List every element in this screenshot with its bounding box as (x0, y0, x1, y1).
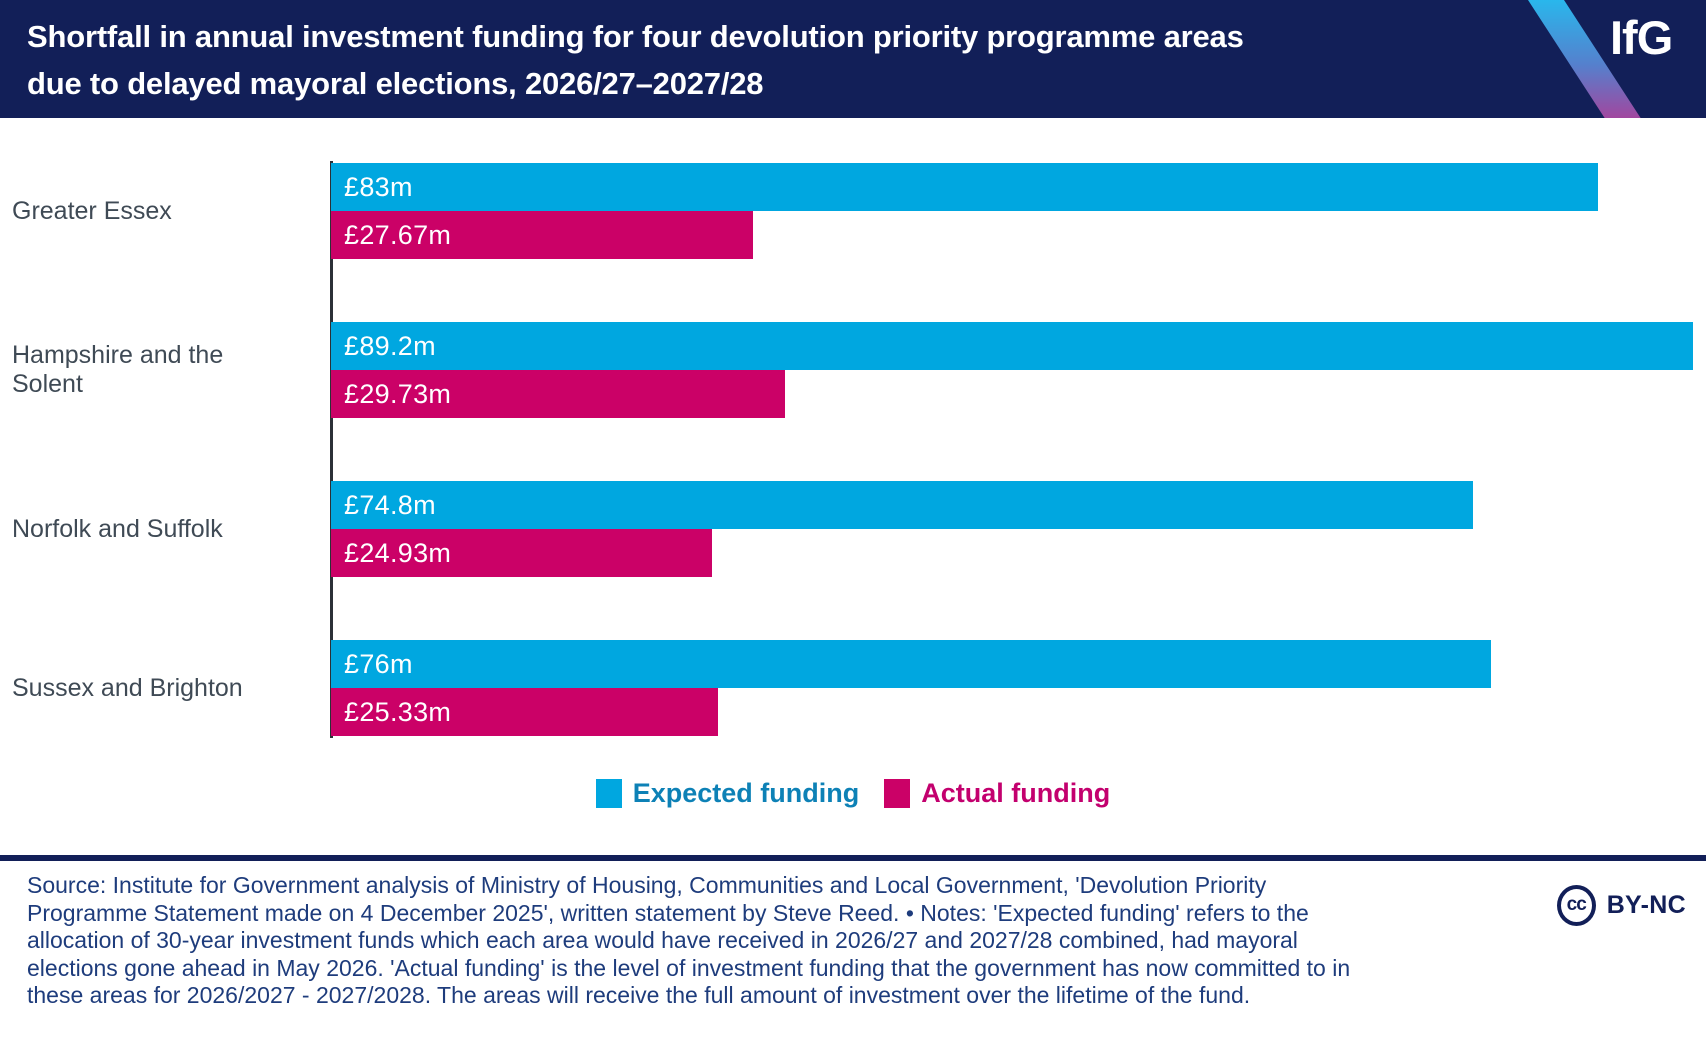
bar-expected-funding: £83m (331, 163, 1598, 211)
footer: Source: Institute for Government analysi… (0, 855, 1706, 1010)
cc-icon-letters: cc (1566, 894, 1587, 915)
bar-value-label: £83m (344, 171, 413, 202)
cc-license-badge: cc BY-NC (1556, 885, 1686, 926)
category-label: Hampshire and the Solent (12, 341, 224, 398)
bar-value-label: £25.33m (344, 696, 452, 727)
bar-value-label: £74.8m (344, 489, 436, 520)
license-label: BY-NC (1606, 891, 1686, 919)
footer-divider (0, 855, 1706, 861)
bar-actual-funding: £25.33m (331, 688, 718, 736)
legend-swatch (884, 779, 911, 808)
legend-item: Expected funding (595, 778, 860, 809)
bar-group: Hampshire and the Solent £89.2m £29.73m (0, 322, 1706, 418)
bar-group: Norfolk and Suffolk £74.8m £24.93m (0, 481, 1706, 577)
legend-swatch (595, 779, 622, 808)
category-label: Greater Essex (12, 196, 172, 225)
chart-title: Shortfall in annual investment funding f… (27, 19, 1244, 101)
bar-expected-funding: £89.2m (331, 322, 1693, 370)
bar-expected-funding: £76m (331, 640, 1491, 688)
bar-pair: £76m £25.33m (331, 640, 1706, 736)
bar-group: Greater Essex £83m £27.67m (0, 163, 1706, 259)
bar-value-label: £24.93m (344, 537, 452, 568)
legend-label: Actual funding (921, 778, 1111, 808)
legend-label: Expected funding (632, 778, 860, 808)
bar-pair: £74.8m £24.93m (331, 481, 1706, 577)
source-notes-text: Source: Institute for Government analysi… (27, 872, 1351, 1008)
legend-item: Actual funding (884, 778, 1110, 809)
bar-value-label: £27.67m (344, 219, 452, 250)
legend: Expected funding Actual funding (0, 778, 1706, 809)
bar-groups: Greater Essex £83m £27.67m Hampshire and th… (0, 163, 1706, 736)
bar-chart: Greater Essex £83m £27.67m Hampshire and th… (0, 118, 1706, 855)
category-label: Norfolk and Suffolk (12, 514, 223, 543)
footer-content: Source: Institute for Government analysi… (0, 861, 1706, 1010)
ifg-logo: IfG (1610, 11, 1673, 64)
category-label: Sussex and Brighton (12, 673, 243, 702)
bar-value-label: £76m (344, 648, 413, 679)
bar-actual-funding: £24.93m (331, 529, 712, 577)
cc-icon: cc (1556, 885, 1596, 926)
header: Shortfall in annual investment funding f… (0, 0, 1706, 118)
bar-group: Sussex and Brighton £76m £25.33m (0, 640, 1706, 736)
bar-pair: £83m £27.67m (331, 163, 1706, 259)
bar-actual-funding: £27.67m (331, 211, 753, 259)
bar-actual-funding: £29.73m (331, 370, 785, 418)
y-axis-line (330, 161, 333, 738)
bar-value-label: £29.73m (344, 378, 452, 409)
bar-value-label: £89.2m (344, 330, 436, 361)
bar-expected-funding: £74.8m (331, 481, 1473, 529)
bar-pair: £89.2m £29.73m (331, 322, 1706, 418)
